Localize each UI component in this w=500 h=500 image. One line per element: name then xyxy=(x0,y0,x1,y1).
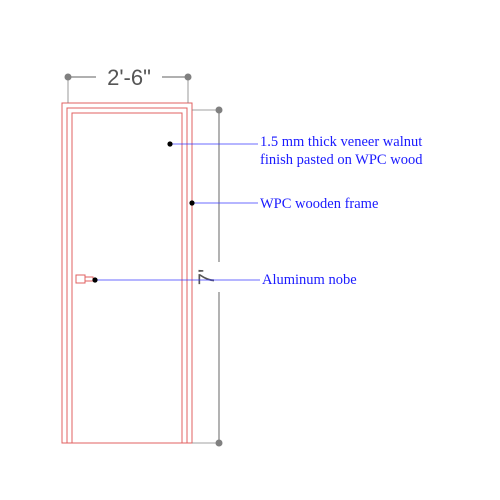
callout-frame: WPC wooden frame xyxy=(189,196,378,212)
door-frame xyxy=(61,102,193,444)
callout-veneer-label: 1.5 mm thick veneer walnut finish pasted… xyxy=(260,134,426,168)
callout-frame-label: WPC wooden frame xyxy=(260,196,378,212)
width-dimension-label: 2'-6" xyxy=(107,65,151,90)
dimension-dot xyxy=(64,73,72,81)
callout-veneer-line-1: 1.5 mm thick veneer walnut xyxy=(260,134,422,150)
leader-dot xyxy=(189,200,195,206)
callout-handle-label: Aluminum nobe xyxy=(262,272,357,288)
door-handle xyxy=(75,274,94,284)
callout-veneer-line-2: finish pasted on WPC wood xyxy=(260,152,423,168)
width-dimension: 2'-6" xyxy=(64,64,192,103)
leader-dot xyxy=(92,277,98,283)
callout-handle: Aluminum nobe xyxy=(92,272,357,288)
height-dimension: 7' xyxy=(192,106,230,447)
height-dimension-label: 7' xyxy=(194,269,219,285)
handle-plate xyxy=(75,274,86,284)
dimension-dot xyxy=(215,106,223,114)
leader-dot xyxy=(167,141,173,147)
dimension-dot xyxy=(184,73,192,81)
handle-lever xyxy=(84,276,94,282)
callout-veneer: 1.5 mm thick veneer walnut finish pasted… xyxy=(167,134,426,168)
dimension-dot xyxy=(215,439,223,447)
door-frame-outer xyxy=(61,102,193,444)
door-shutter xyxy=(71,112,183,444)
